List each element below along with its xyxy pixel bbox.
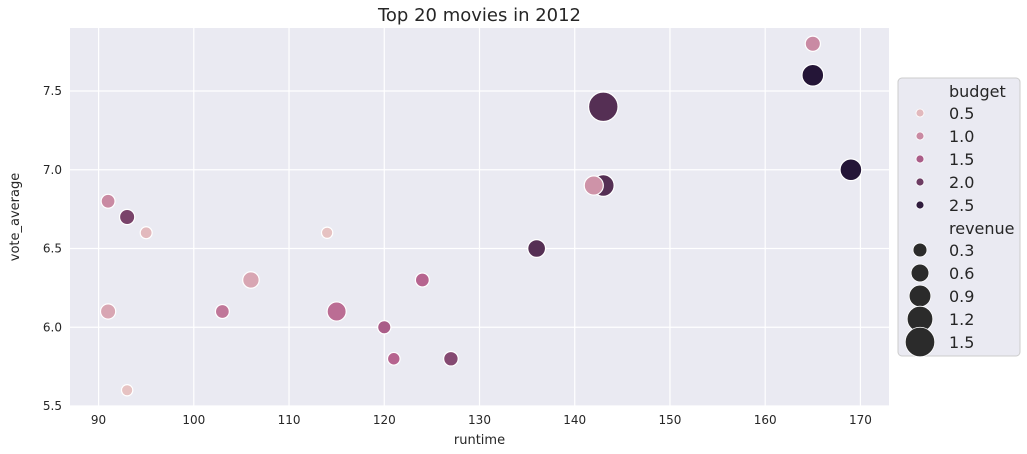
y-tick-label: 7.0 <box>43 163 62 177</box>
x-tick-label: 100 <box>182 413 205 427</box>
y-tick-label: 7.5 <box>43 84 62 98</box>
data-points <box>99 35 863 397</box>
legend-budget-marker <box>915 177 925 187</box>
legend-revenue-marker <box>912 242 928 258</box>
data-point <box>214 303 230 320</box>
x-tick-label: 140 <box>563 413 586 427</box>
legend-revenue-title: revenue <box>949 219 1015 238</box>
legend-budget-marker <box>915 154 925 164</box>
legend-budget-label: 0.5 <box>949 104 974 123</box>
y-axis-ticks: 5.5 6.0 6.5 7.0 7.5 <box>43 84 62 413</box>
data-point <box>326 301 347 322</box>
data-point <box>320 226 334 240</box>
legend-revenue-label: 0.3 <box>949 241 974 260</box>
x-tick-label: 90 <box>91 413 106 427</box>
x-tick-label: 170 <box>849 413 872 427</box>
x-tick-label: 130 <box>468 413 491 427</box>
data-point <box>527 239 547 259</box>
x-axis-ticks: 90 100 110 120 130 140 150 160 170 <box>91 413 872 427</box>
x-tick-label: 120 <box>373 413 396 427</box>
y-tick-label: 6.0 <box>43 320 62 334</box>
y-tick-label: 6.5 <box>43 242 62 256</box>
legend-revenue-label: 0.9 <box>949 287 974 306</box>
data-point <box>386 351 401 366</box>
legend-revenue-marker <box>904 326 936 358</box>
data-point <box>139 226 153 240</box>
legend-revenue-label: 1.2 <box>949 310 974 329</box>
legend-budget-label: 1.0 <box>949 127 974 146</box>
legend-budget-marker <box>915 200 925 210</box>
data-point <box>839 158 863 182</box>
y-tick-label: 5.5 <box>43 399 62 413</box>
legend-budget-marker <box>915 108 925 118</box>
legend-budget-label: 2.0 <box>949 173 974 192</box>
data-point <box>242 271 260 289</box>
chart-title: Top 20 movies in 2012 <box>377 5 581 26</box>
x-tick-label: 110 <box>278 413 301 427</box>
data-point <box>443 350 459 367</box>
data-point <box>377 320 392 335</box>
legend-budget-title: budget <box>949 82 1006 101</box>
legend-items: 0.5 1.0 1.5 2.0 2.5 0.3 0.6 0.9 1.2 1.5 <box>904 104 974 358</box>
data-point <box>801 63 825 87</box>
data-point <box>100 193 116 209</box>
x-tick-label: 160 <box>754 413 777 427</box>
y-axis-label: vote_average <box>8 173 23 261</box>
data-point <box>587 91 619 123</box>
legend-revenue-label: 1.5 <box>949 333 974 352</box>
data-point <box>583 175 604 196</box>
legend-budget-marker <box>915 131 925 141</box>
legend-revenue-marker <box>910 263 930 283</box>
grid <box>70 28 889 407</box>
legend: budget revenue 0.5 1.0 1.5 2.0 2.5 0.3 0.6 0.9 1… <box>897 77 1021 358</box>
x-tick-label: 150 <box>659 413 682 427</box>
legend-revenue-marker <box>908 284 932 308</box>
legend-revenue-label: 0.6 <box>949 264 974 283</box>
data-point <box>120 384 134 397</box>
x-axis-label: runtime <box>454 433 505 448</box>
legend-box <box>897 77 1021 357</box>
legend-budget-label: 2.5 <box>949 196 974 215</box>
data-point <box>414 272 430 288</box>
data-point <box>804 35 822 52</box>
legend-budget-label: 1.5 <box>949 150 974 169</box>
data-point <box>99 303 117 320</box>
data-point <box>118 208 136 226</box>
